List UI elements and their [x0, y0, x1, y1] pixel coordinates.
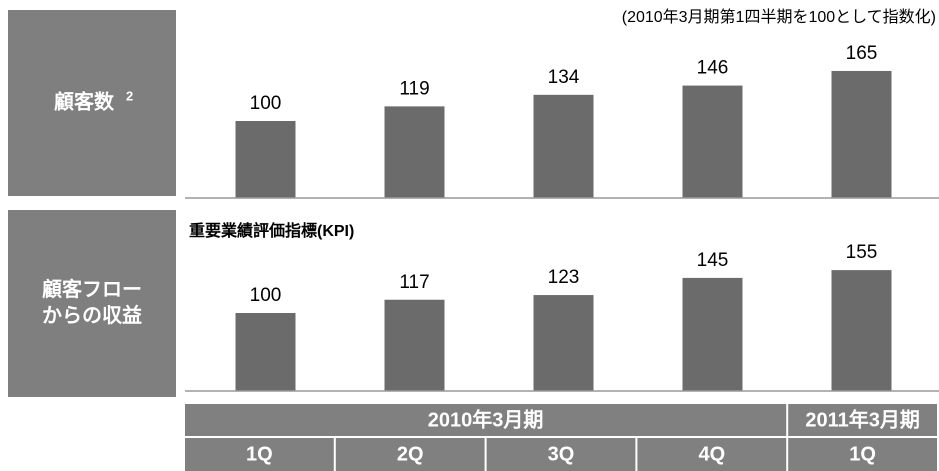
- group-label: 2010年3月期: [428, 407, 544, 431]
- value-label: 100: [250, 93, 282, 114]
- category-cell: [335, 438, 485, 471]
- row-label-box: [8, 210, 176, 397]
- bar: [831, 70, 892, 198]
- x-tick-label: 1Q: [246, 443, 273, 465]
- value-label: 134: [548, 67, 580, 88]
- value-label: 155: [846, 242, 878, 263]
- group-cell: [185, 404, 787, 436]
- bar: [235, 313, 296, 391]
- bar: [682, 85, 743, 198]
- category-cell: [788, 438, 937, 471]
- row-label-sup: 2: [126, 88, 133, 103]
- category-cell: [185, 438, 334, 471]
- x-tick-label: 3Q: [548, 443, 575, 465]
- bar: [682, 277, 743, 391]
- group-cell: [788, 404, 937, 436]
- row-label: 顧客フロー: [42, 277, 142, 301]
- value-label: 145: [697, 250, 729, 271]
- row-label-box: [8, 10, 176, 196]
- note: (2010年3月期第1四半期を100として指数化): [622, 8, 936, 26]
- subtitle: 重要業績評価指標(KPI): [189, 221, 354, 240]
- bar: [235, 121, 296, 198]
- x-tick-label: 2Q: [397, 443, 424, 465]
- row-label: からの収益: [42, 303, 142, 327]
- value-label: 119: [399, 78, 429, 99]
- value-label: 123: [548, 267, 580, 288]
- category-cell: [486, 438, 636, 471]
- x-tick-label: 1Q: [849, 443, 876, 465]
- group-label: 2011年3月期: [805, 407, 920, 431]
- bar: [384, 106, 445, 198]
- bar: [831, 270, 892, 391]
- bar: [533, 295, 594, 391]
- value-label: 146: [697, 58, 729, 79]
- value-label: 165: [846, 43, 878, 64]
- x-tick-label: 4Q: [698, 443, 725, 465]
- bar: [533, 94, 594, 198]
- value-label: 117: [399, 272, 429, 293]
- category-cell: [637, 438, 787, 471]
- value-label: 100: [250, 285, 282, 306]
- bar: [384, 299, 445, 391]
- row-label: 顧客数: [54, 89, 115, 113]
